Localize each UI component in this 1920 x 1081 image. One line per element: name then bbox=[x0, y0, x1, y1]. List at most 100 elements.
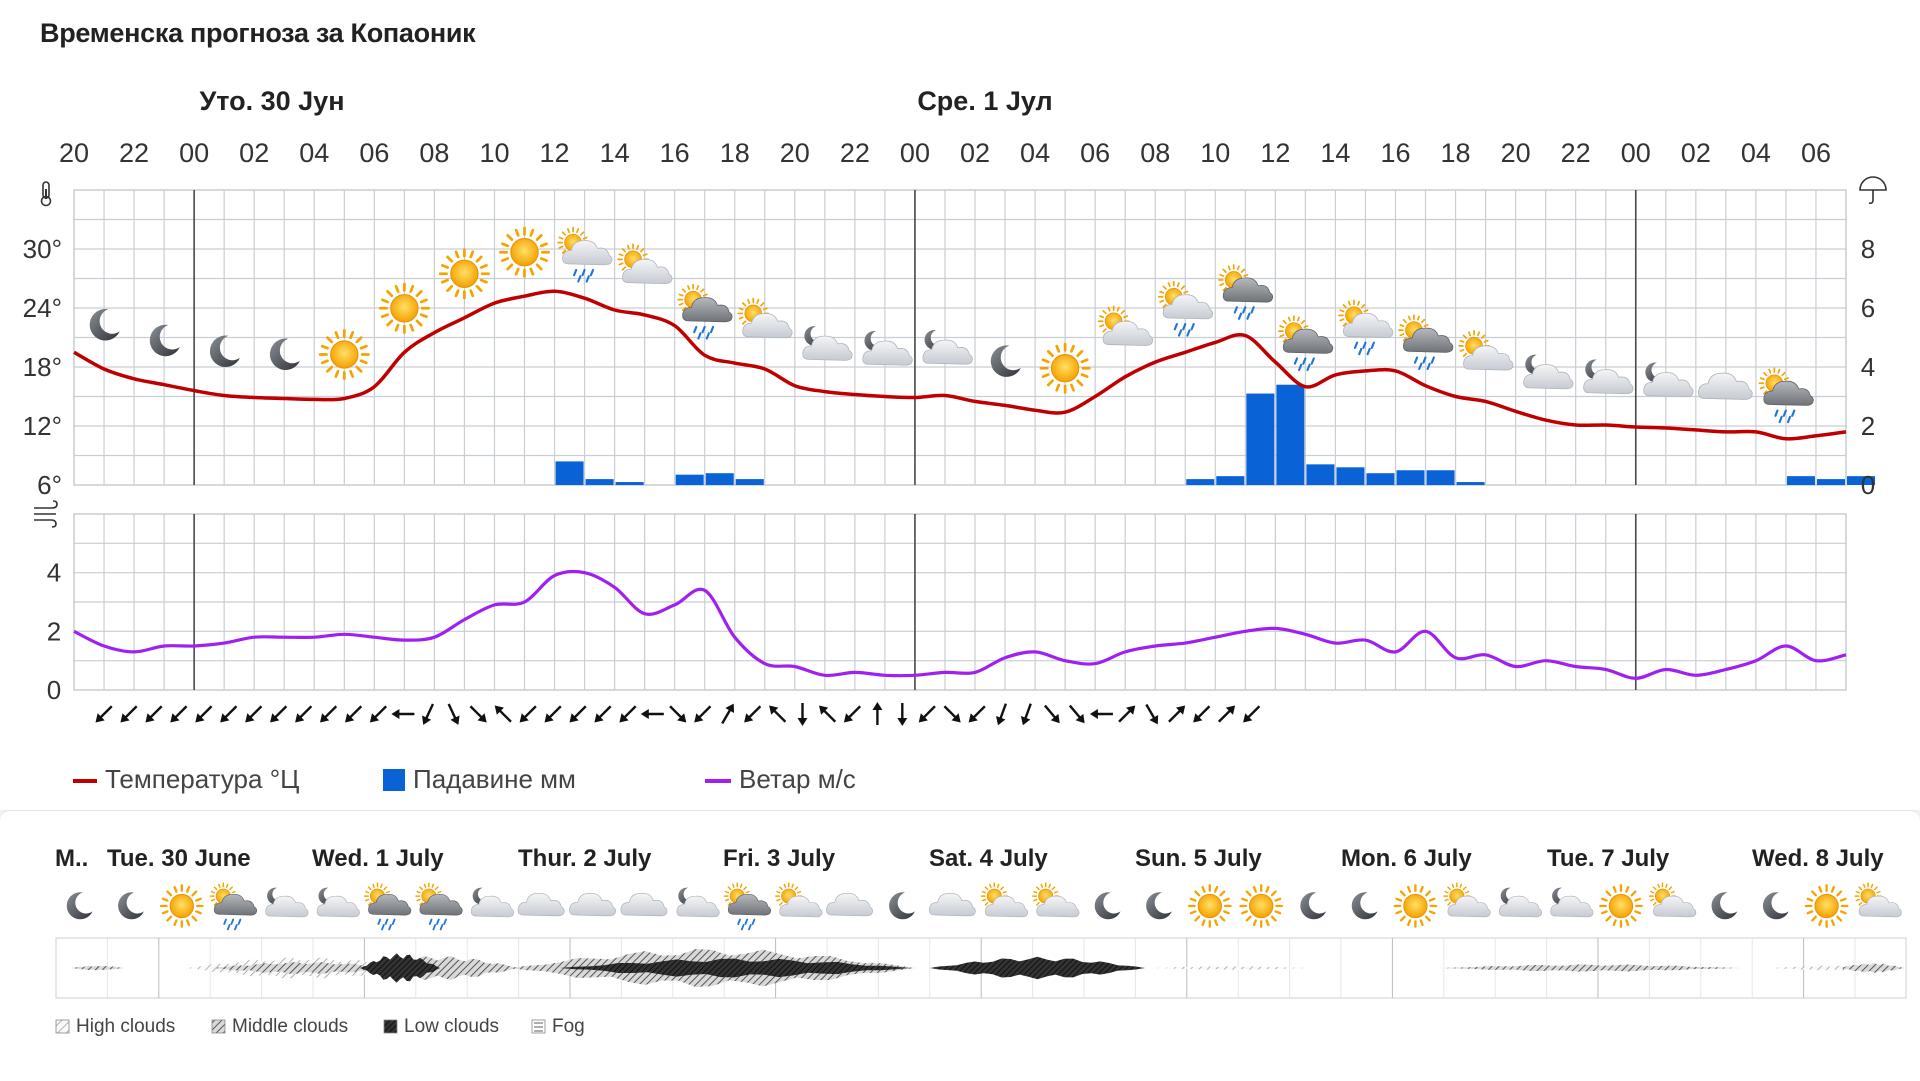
temperature-line bbox=[73, 289, 1847, 441]
wind-arrow-icon bbox=[391, 709, 415, 719]
legend-wind-swatch bbox=[705, 779, 731, 783]
temperature-tick: 12° bbox=[23, 411, 62, 441]
cloud-rain-icon bbox=[365, 883, 411, 929]
cloud-legend-label: Low clouds bbox=[404, 1016, 499, 1037]
legend-precipitation-label: Падавине мм bbox=[413, 764, 576, 794]
precipitation-bar bbox=[1306, 464, 1335, 485]
chart-grid bbox=[73, 189, 1847, 691]
sun-icon bbox=[438, 248, 490, 300]
wind-arrow-icon bbox=[220, 705, 238, 723]
cloud-rain-icon bbox=[416, 883, 462, 929]
wind-arrow-icon bbox=[744, 705, 762, 723]
moon-icon bbox=[889, 892, 915, 920]
cloud-icon bbox=[569, 892, 616, 917]
moon-cloud-icon bbox=[1551, 888, 1593, 917]
moon-icon bbox=[66, 892, 93, 920]
hour-label: 18 bbox=[720, 138, 750, 168]
legend-temperature-label: Температура °Ц bbox=[105, 764, 300, 794]
sun-icon bbox=[378, 282, 430, 334]
cloud-legend-item: Fog bbox=[531, 1016, 585, 1037]
cloud-legend-label: Fog bbox=[552, 1016, 585, 1037]
sun-cloud-icon bbox=[1855, 883, 1901, 917]
moon-cloud-icon bbox=[266, 888, 308, 917]
hour-label: 04 bbox=[299, 138, 329, 168]
wind-arrow-icon bbox=[619, 705, 637, 723]
cloud-legend-swatch bbox=[55, 1019, 70, 1034]
wind-arrow-icon bbox=[918, 705, 936, 723]
sun-icon bbox=[1804, 884, 1849, 928]
hour-label: 22 bbox=[119, 138, 149, 168]
precipitation-bars bbox=[555, 384, 1876, 485]
precipitation-tick: 0 bbox=[1861, 470, 1875, 500]
hour-label: 06 bbox=[1801, 138, 1831, 168]
cloud-layer-shape bbox=[1150, 966, 1310, 970]
cloud-icon bbox=[826, 892, 873, 917]
wind-arrow-icon bbox=[1193, 705, 1211, 723]
cloud-legend: High clouds Middle clouds Low clouds Fog bbox=[55, 1016, 585, 1037]
sun-icon bbox=[1187, 884, 1232, 928]
cloud-legend-item: High clouds bbox=[55, 1016, 175, 1037]
hour-label: 22 bbox=[840, 138, 870, 168]
wind-arrow-icon bbox=[519, 705, 537, 723]
bottom-day-label: M.. bbox=[55, 845, 89, 872]
sun-cloud-icon bbox=[776, 883, 822, 917]
hour-label: 10 bbox=[479, 138, 509, 168]
umbrella-icon bbox=[1859, 176, 1887, 204]
wind-arrow-icon bbox=[245, 705, 263, 723]
cloud-legend-label: Middle clouds bbox=[232, 1016, 348, 1037]
wind-arrow-icon bbox=[1020, 703, 1032, 726]
hour-label: 20 bbox=[59, 138, 89, 168]
wind-arrow-icon bbox=[494, 705, 512, 723]
wind-arrow-icon bbox=[320, 705, 338, 723]
wind-arrow-icon bbox=[95, 705, 113, 723]
wind-arrow-icon bbox=[1044, 704, 1060, 724]
hour-label: 12 bbox=[540, 138, 570, 168]
cloud-rain-icon bbox=[724, 883, 770, 929]
wind-icon bbox=[34, 500, 58, 528]
cloud-legend-swatch bbox=[211, 1019, 226, 1034]
wind-arrow-icon bbox=[1145, 703, 1159, 725]
sun-icon bbox=[1039, 342, 1091, 394]
hour-label: 08 bbox=[419, 138, 449, 168]
cloud-legend-swatch bbox=[383, 1019, 398, 1034]
precipitation-bar bbox=[1847, 476, 1876, 485]
moon-cloud-icon bbox=[677, 888, 719, 917]
moon-icon bbox=[1762, 892, 1789, 920]
chart-lines bbox=[73, 289, 1847, 680]
sun-icon bbox=[1393, 884, 1438, 928]
cloud-legend-label: High clouds bbox=[76, 1016, 175, 1037]
hour-label: 12 bbox=[1260, 138, 1290, 168]
wind-arrow-icon bbox=[469, 705, 487, 723]
cloud-layer-shape bbox=[210, 962, 400, 974]
cloud-layer-shape bbox=[70, 965, 125, 971]
temperature-tick: 24° bbox=[23, 293, 62, 323]
clouds-strip: High clouds Middle clouds Low clouds Fog bbox=[55, 810, 1907, 1037]
sun-icon bbox=[318, 328, 370, 381]
cloud-rain-icon bbox=[210, 883, 256, 929]
precipitation-bar bbox=[555, 461, 584, 485]
wind-arrow-icon bbox=[968, 705, 986, 723]
precipitation-bar bbox=[585, 479, 614, 485]
precipitation-bar bbox=[1186, 479, 1215, 485]
precipitation-bar bbox=[1246, 393, 1275, 485]
moon-icon bbox=[1300, 892, 1327, 920]
wind-direction-row bbox=[95, 702, 1261, 726]
hour-label: 10 bbox=[1200, 138, 1230, 168]
wind-arrow-icon bbox=[1243, 705, 1261, 723]
cloud-layers-strip bbox=[55, 937, 1907, 999]
precipitation-bar bbox=[1366, 473, 1395, 485]
hour-label: 14 bbox=[600, 138, 630, 168]
wind-arrow-icon bbox=[1068, 704, 1085, 724]
moon-icon bbox=[1351, 892, 1378, 920]
precipitation-bar bbox=[1456, 482, 1485, 485]
hour-label: 16 bbox=[1380, 138, 1410, 168]
hour-label: 04 bbox=[1741, 138, 1771, 168]
wind-arrow-icon bbox=[769, 705, 787, 723]
wind-arrow-icon bbox=[943, 705, 961, 723]
wind-arrow-icon bbox=[145, 705, 163, 723]
hour-label: 00 bbox=[900, 138, 930, 168]
hour-label: 02 bbox=[239, 138, 269, 168]
cloud-icon bbox=[517, 892, 565, 917]
wind-arrow-icon bbox=[843, 705, 862, 723]
precipitation-bar bbox=[1816, 479, 1845, 485]
